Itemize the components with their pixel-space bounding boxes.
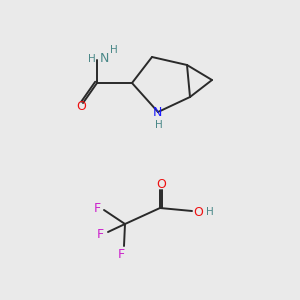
Text: N: N xyxy=(152,106,162,119)
Text: H: H xyxy=(110,45,118,55)
Text: H: H xyxy=(155,120,163,130)
Text: H: H xyxy=(206,207,214,217)
Text: O: O xyxy=(156,178,166,191)
Text: N: N xyxy=(99,52,109,65)
Text: O: O xyxy=(193,206,203,218)
Text: F: F xyxy=(117,248,124,260)
Text: F: F xyxy=(96,227,103,241)
Text: O: O xyxy=(76,100,86,112)
Text: F: F xyxy=(93,202,100,214)
Text: H: H xyxy=(88,54,96,64)
